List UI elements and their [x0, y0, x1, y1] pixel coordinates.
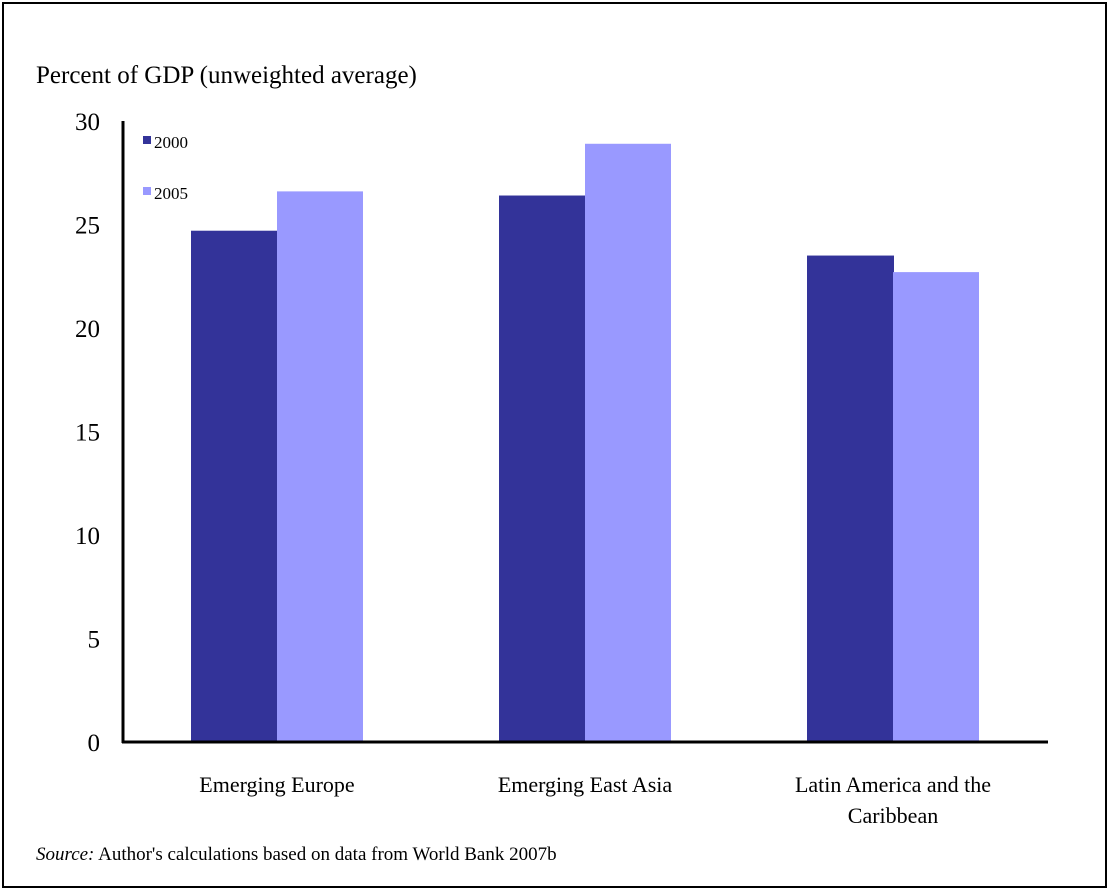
legend-label-2005: 2005 — [154, 184, 188, 203]
bar-2005 — [585, 143, 671, 742]
source-text: Author's calculations based on data from… — [94, 844, 556, 865]
category-label: Emerging East Asia — [498, 772, 673, 797]
y-tick-label: 0 — [88, 730, 101, 757]
bar-2000 — [191, 230, 278, 742]
bars — [191, 143, 979, 743]
y-tick-label: 20 — [75, 316, 100, 343]
category-label: Emerging Europe — [199, 772, 354, 797]
y-tick-label: 15 — [75, 420, 100, 447]
y-axis-ticks: 0 5 10 15 20 25 30 — [75, 109, 100, 757]
bar-2005 — [893, 272, 979, 742]
legend-swatch-2005 — [143, 187, 151, 195]
bar-2005 — [277, 191, 363, 742]
category-label: Latin America and the Caribbean — [795, 772, 991, 828]
legend-label-2000: 2000 — [154, 133, 188, 152]
y-axis-label: Percent of GDP (unweighted average) — [36, 62, 417, 89]
legend-swatch-2000 — [143, 136, 151, 144]
y-tick-label: 30 — [75, 109, 100, 136]
source-prefix: Source: — [36, 844, 94, 865]
bar-2000 — [807, 255, 894, 743]
y-tick-label: 10 — [75, 523, 100, 550]
category-labels: Emerging Europe Emerging East Asia Latin A… — [199, 772, 991, 828]
bar-2000 — [499, 195, 586, 742]
legend: 2000 2005 — [143, 133, 188, 203]
source-note: Source: Author's calculations based on d… — [36, 844, 557, 865]
y-tick-label: 5 — [88, 627, 101, 654]
y-tick-label: 25 — [75, 213, 100, 240]
